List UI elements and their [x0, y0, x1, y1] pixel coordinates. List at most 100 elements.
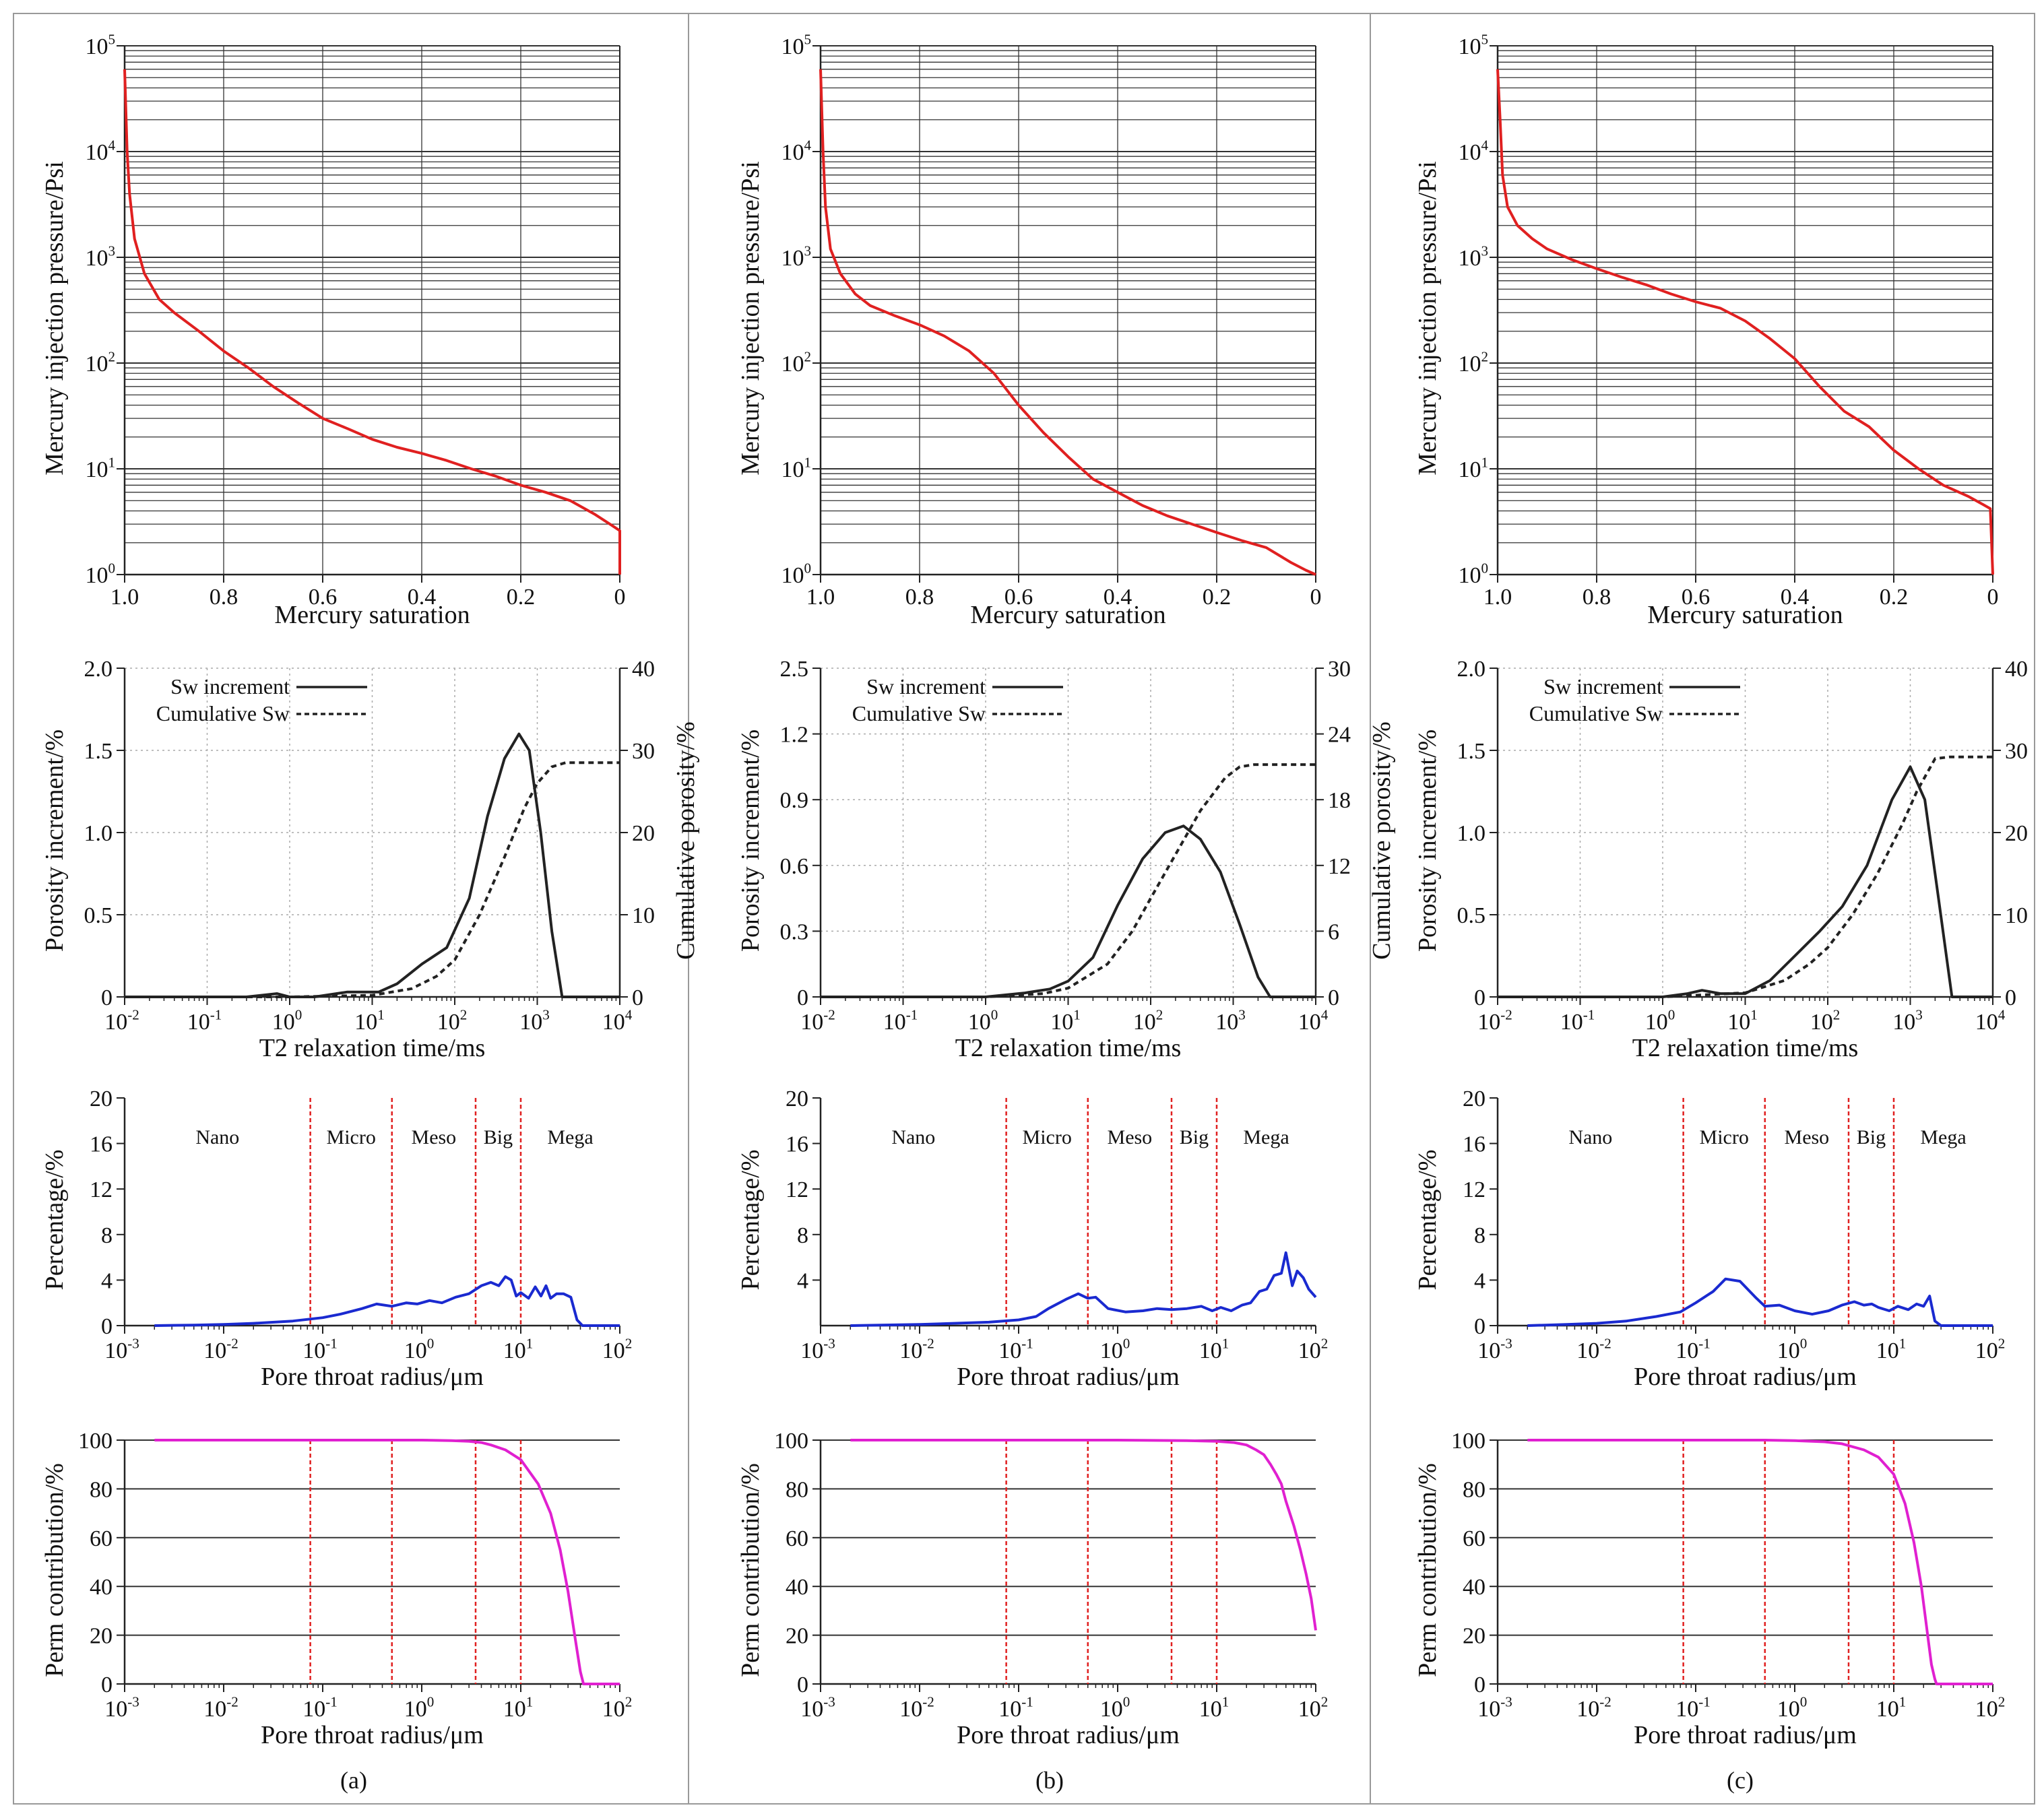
x-tick-label: 10-2	[1576, 1694, 1611, 1722]
y-axis-label: Mercury injection pressure/Psi	[40, 161, 69, 475]
legend-label: Sw increment	[866, 674, 986, 699]
y-tick-label: 0	[1474, 1673, 1486, 1697]
y-tick-label: 8	[101, 1223, 113, 1248]
x-tick-label: 0.6	[1004, 585, 1033, 610]
y-tick-label: 0	[797, 1673, 808, 1697]
x-tick-label: 10-2	[203, 1336, 238, 1363]
series-line	[125, 761, 620, 998]
x-tick-label: 10-1	[883, 1007, 918, 1035]
x-axis-label: Pore throat radius/μm	[957, 1721, 1180, 1749]
y2-tick-label: 30	[1328, 657, 1351, 682]
x-tick-label: 100	[1100, 1694, 1130, 1722]
x-tick-label: 10-3	[104, 1336, 139, 1363]
y-tick-label: 20	[90, 1086, 113, 1111]
x-tick-label: 102	[1975, 1336, 2006, 1363]
x-tick-label: 101	[1199, 1336, 1229, 1363]
y-tick-label: 16	[786, 1132, 808, 1157]
y-tick-label: 40	[786, 1575, 808, 1600]
y-tick-label: 12	[90, 1177, 113, 1202]
chart-c-distribution: 10-3 10-2 10-1 100 101 102 0 4 8 12 16 20 Pore throa…	[1413, 1086, 2005, 1391]
y-tick-label: 0.9	[780, 788, 809, 813]
y-tick-label: 20	[786, 1086, 808, 1111]
x-axis-label: Pore throat radius/μm	[261, 1363, 484, 1391]
legend-label: Sw increment	[170, 674, 290, 699]
caption-a: (a)	[340, 1767, 367, 1794]
y-tick-label: 12	[1463, 1177, 1486, 1202]
region-label: Micro	[1700, 1126, 1749, 1148]
y-tick-label: 100	[774, 1429, 808, 1454]
y2-tick-label: 30	[632, 739, 655, 764]
x-tick-label: 103	[1215, 1007, 1246, 1035]
x-tick-label: 0.4	[1104, 585, 1132, 610]
x-axis-label: Pore throat radius/μm	[261, 1721, 484, 1749]
x-tick-label: 10-2	[800, 1007, 835, 1035]
y2-tick-label: 0	[2005, 985, 2016, 1010]
y-tick-label: 1.2	[780, 723, 809, 748]
figure-border	[13, 13, 2035, 1805]
x-tick-label: 10-3	[800, 1336, 835, 1363]
x-tick-label: 10-2	[899, 1336, 934, 1363]
region-label: Mega	[1920, 1126, 1966, 1148]
x-tick-label: 101	[1727, 1007, 1758, 1035]
series-line	[821, 824, 1316, 998]
y2-tick-label: 40	[2005, 657, 2028, 682]
y-tick-label: 100	[781, 560, 811, 588]
y-tick-label: 0.5	[84, 903, 113, 928]
x-tick-label: 101	[354, 1007, 385, 1035]
x-tick-label: 10-2	[203, 1694, 238, 1722]
y2-axis-label: Cumulative porosity/%	[1368, 721, 1396, 960]
y2-tick-label: 6	[1328, 919, 1339, 944]
x-tick-label: 102	[1975, 1694, 2006, 1722]
region-label: Big	[1180, 1126, 1209, 1148]
x-tick-label: 102	[1298, 1694, 1329, 1722]
y-tick-label: 0	[797, 985, 808, 1010]
x-tick-label: 0.2	[1203, 585, 1232, 610]
x-tick-label: 101	[503, 1336, 534, 1363]
x-axis-label: T2 relaxation time/ms	[1632, 1034, 1859, 1062]
region-label: Nano	[195, 1126, 239, 1148]
y-tick-label: 60	[90, 1526, 113, 1551]
y-tick-label: 103	[85, 243, 115, 271]
y2-tick-label: 0	[1328, 985, 1339, 1010]
y-tick-label: 105	[1458, 32, 1488, 59]
y2-tick-label: 18	[1328, 788, 1351, 813]
y-tick-label: 102	[1458, 349, 1488, 377]
y-tick-label: 80	[786, 1477, 808, 1502]
y-tick-label: 16	[1463, 1132, 1486, 1157]
x-axis-label: Pore throat radius/μm	[1634, 1363, 1857, 1391]
series-line	[1498, 755, 1993, 998]
y-tick-label: 104	[781, 137, 811, 165]
y-tick-label: 1.5	[1457, 739, 1486, 764]
y2-axis-label: Cumulative porosity/%	[672, 721, 700, 960]
legend-label: Cumulative Sw	[1529, 701, 1663, 725]
x-tick-label: 10-1	[187, 1007, 222, 1035]
y-tick-label: 0.3	[780, 919, 809, 944]
x-tick-label: 10-3	[1477, 1694, 1512, 1722]
y-tick-label: 20	[1463, 1624, 1486, 1649]
x-tick-label: 10-1	[1560, 1007, 1595, 1035]
series-line	[1496, 69, 1994, 575]
y-tick-label: 103	[1458, 243, 1488, 271]
chart-c-nmr: 10-2 10-1 100 101 102 103 10400.51.01.52.00102…	[1413, 657, 2028, 1062]
x-tick-label: 100	[968, 1007, 998, 1035]
y-tick-label: 0	[101, 1314, 113, 1339]
x-axis-label: T2 relaxation time/ms	[955, 1034, 1182, 1062]
y2-tick-label: 12	[1328, 854, 1351, 879]
x-tick-label: 100	[1777, 1694, 1808, 1722]
series-line	[1527, 1277, 1993, 1327]
x-tick-label: 0.8	[905, 585, 934, 610]
y2-tick-label: 40	[632, 657, 655, 682]
x-tick-label: 10-2	[1477, 1007, 1512, 1035]
x-tick-label: 102	[1133, 1007, 1163, 1035]
x-tick-label: 0.6	[1682, 585, 1711, 610]
y-tick-label: 1.0	[1457, 821, 1486, 846]
x-tick-label: 101	[1876, 1694, 1907, 1722]
x-tick-label: 103	[519, 1007, 550, 1035]
y-tick-label: 8	[797, 1223, 808, 1248]
series-line	[154, 1275, 620, 1327]
y-tick-label: 103	[781, 243, 811, 271]
y-axis-label: Porosity increment/%	[736, 729, 765, 952]
legend-label: Cumulative Sw	[156, 701, 290, 725]
x-tick-label: 0	[1987, 585, 1999, 610]
